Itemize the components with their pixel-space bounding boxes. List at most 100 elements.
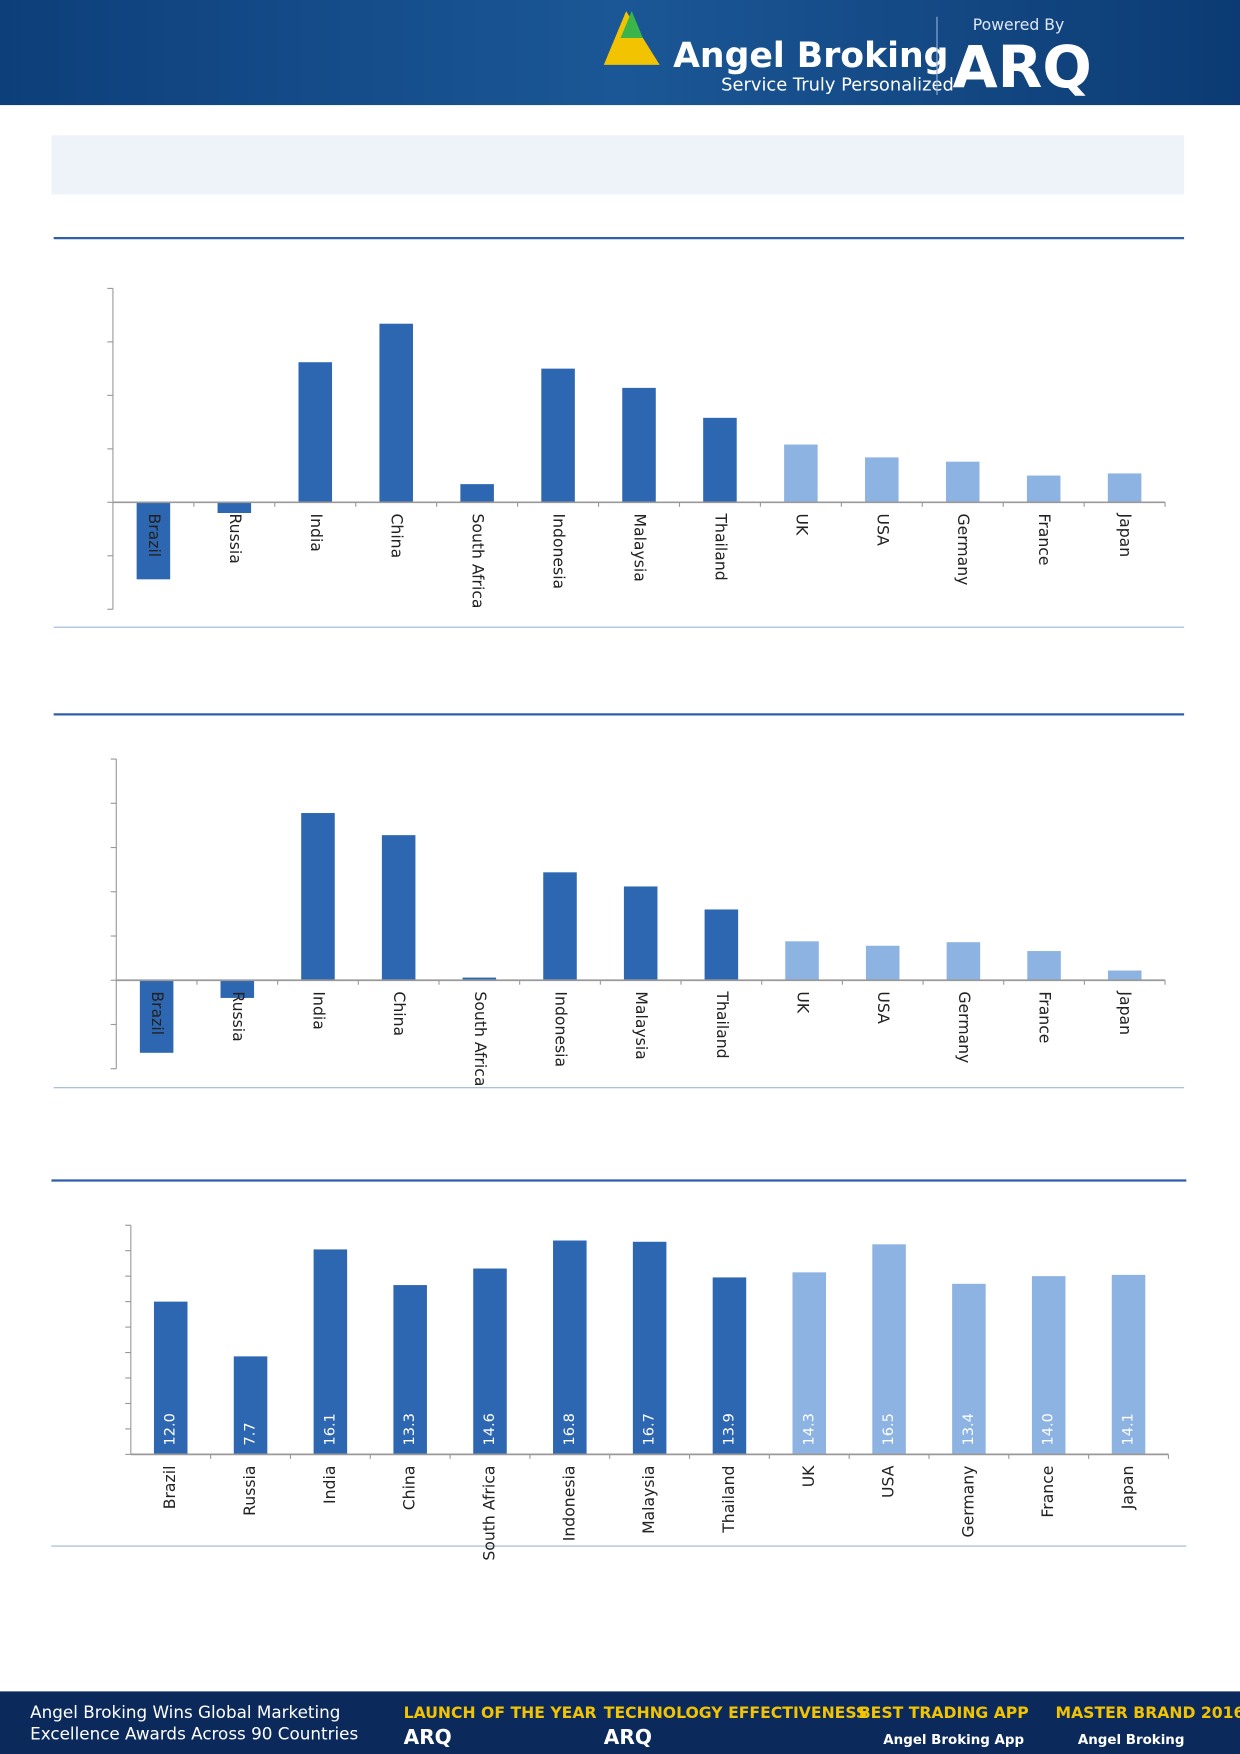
- bar: [704, 909, 739, 981]
- bar: [865, 945, 900, 981]
- bar: [1027, 951, 1061, 981]
- bar: [136, 502, 171, 580]
- value-label: 16.8: [562, 1413, 578, 1445]
- x-tick-label: USA: [879, 1465, 898, 1498]
- x-tick-label: France: [1038, 1466, 1057, 1518]
- x-tick-label: Japan: [1116, 512, 1135, 557]
- value-label: 7.7: [243, 1422, 259, 1445]
- x-tick-label: Russia: [240, 1466, 259, 1516]
- bar: [1111, 1274, 1146, 1455]
- award-title: TECHNOLOGY EFFECTIVENESS: [604, 1703, 867, 1722]
- x-tick-label: UK: [792, 513, 811, 535]
- x-tick-label: Malaysia: [632, 991, 651, 1059]
- bar: [785, 941, 819, 981]
- x-tick-label: Thailand: [719, 1466, 738, 1534]
- award-brand: Angel Broking: [1078, 1733, 1185, 1748]
- bar: [393, 1285, 427, 1455]
- award-title: BEST TRADING APP: [859, 1703, 1029, 1722]
- value-label: 14.1: [1121, 1413, 1137, 1445]
- bar: [543, 872, 577, 981]
- x-tick-label: India: [320, 1466, 339, 1504]
- x-tick-label: Germany: [954, 513, 973, 585]
- value-label: 13.3: [402, 1413, 418, 1445]
- x-tick-label: India: [309, 991, 328, 1029]
- footer-headline: Angel Broking Wins Global Marketing: [30, 1702, 340, 1722]
- x-tick-label: Indonesia: [552, 991, 571, 1067]
- x-tick-label: China: [400, 1466, 419, 1511]
- value-label: 16.1: [322, 1413, 338, 1445]
- bar: [952, 1283, 986, 1455]
- value-label: 12.0: [163, 1413, 179, 1445]
- x-tick-label: Brazil: [160, 1466, 179, 1510]
- x-tick-label: Malaysia: [639, 1466, 658, 1534]
- x-tick-label: UK: [794, 991, 813, 1013]
- x-tick-label: Brazil: [148, 991, 167, 1035]
- bar: [1107, 473, 1142, 503]
- x-tick-label: South Africa: [479, 1466, 498, 1561]
- x-tick-label: UK: [799, 1465, 818, 1487]
- bar: [784, 444, 818, 503]
- award-brand: ARQ: [404, 1725, 452, 1749]
- x-tick-label: Russia: [226, 513, 245, 563]
- x-tick-label: Malaysia: [631, 513, 650, 581]
- bar: [945, 461, 980, 503]
- title-box: [51, 135, 1185, 195]
- value-label: 13.4: [961, 1413, 977, 1445]
- value-label: 14.3: [801, 1413, 817, 1445]
- value-label: 14.0: [1041, 1413, 1057, 1445]
- bar: [946, 942, 981, 981]
- x-tick-label: Indonesia: [559, 1466, 578, 1542]
- award-brand: Angel Broking App: [883, 1733, 1024, 1748]
- value-label: 16.7: [642, 1413, 658, 1445]
- powered-by: Powered By: [973, 15, 1064, 34]
- bar: [541, 368, 575, 503]
- x-tick-label: Brazil: [145, 513, 164, 557]
- x-tick-label: France: [1036, 991, 1055, 1043]
- bar: [298, 362, 333, 503]
- product: ARQ: [953, 33, 1092, 101]
- bar: [1026, 475, 1061, 503]
- bar: [153, 1301, 188, 1455]
- x-tick-label: USA: [873, 513, 892, 546]
- value-label: 14.6: [482, 1413, 498, 1445]
- logo-mark-top: [620, 11, 643, 39]
- bar: [473, 1268, 507, 1455]
- bar: [381, 835, 416, 981]
- award-title: MASTER BRAND 2016: [1056, 1703, 1240, 1722]
- x-tick-label: China: [390, 991, 409, 1036]
- x-tick-label: Thailand: [713, 990, 732, 1058]
- award-title: LAUNCH OF THE YEAR: [404, 1703, 597, 1722]
- bar: [301, 813, 335, 981]
- award-brand: ARQ: [604, 1725, 652, 1749]
- bar: [220, 980, 255, 998]
- x-tick-label: France: [1035, 513, 1054, 565]
- x-tick-label: USA: [874, 991, 893, 1024]
- bar: [872, 1244, 906, 1455]
- bar: [139, 980, 174, 1053]
- bar: [703, 417, 737, 503]
- bar: [462, 977, 497, 981]
- bar: [623, 886, 658, 981]
- x-tick-label: China: [388, 513, 407, 558]
- x-tick-label: Japan: [1118, 1466, 1137, 1511]
- x-tick-label: Germany: [955, 991, 974, 1063]
- x-tick-label: South Africa: [469, 513, 488, 608]
- bar: [1031, 1276, 1066, 1455]
- bar: [460, 484, 494, 503]
- bar: [313, 1249, 348, 1455]
- tagline: Service Truly Personalized: [721, 75, 954, 96]
- bar: [217, 502, 252, 514]
- value-label: 13.9: [721, 1413, 737, 1445]
- x-tick-label: Russia: [229, 991, 248, 1041]
- bar: [379, 323, 413, 503]
- x-tick-label: India: [307, 513, 326, 551]
- x-tick-label: South Africa: [471, 991, 490, 1086]
- value-label: 16.5: [881, 1413, 897, 1445]
- bar: [622, 387, 656, 503]
- bar: [632, 1241, 667, 1455]
- brand: Angel Broking: [673, 36, 948, 76]
- x-tick-label: Germany: [958, 1466, 977, 1538]
- bar: [712, 1277, 747, 1455]
